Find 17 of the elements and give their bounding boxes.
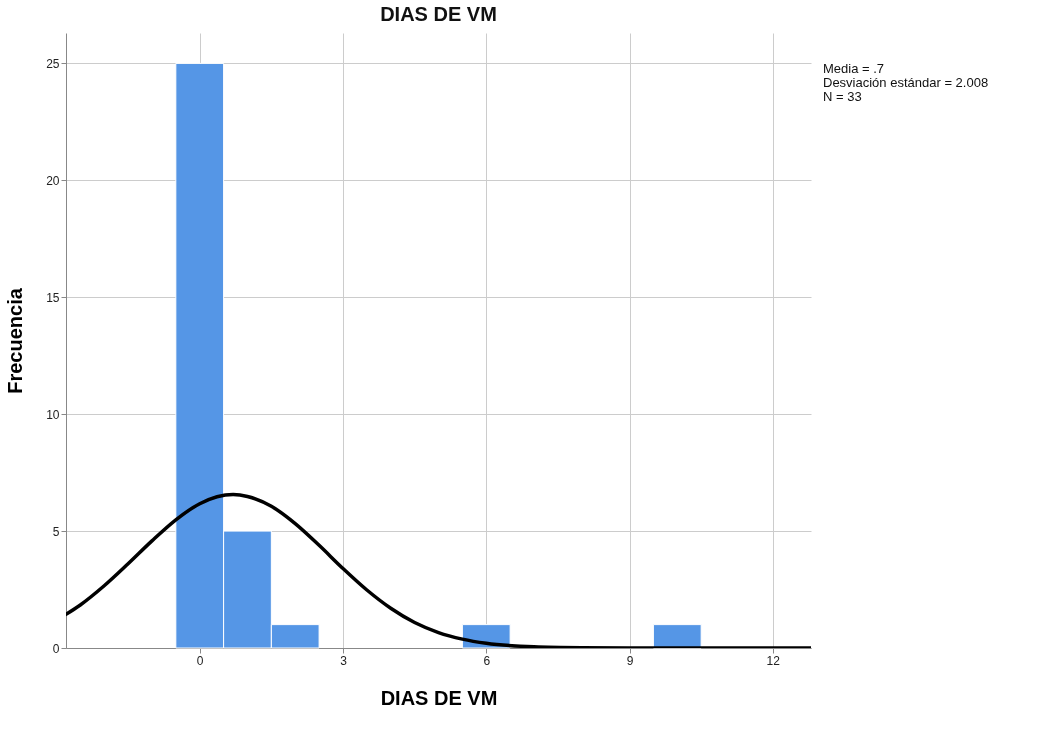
x-axis-title: DIAS DE VM (380, 686, 498, 709)
y-tick-label: 0 (52, 641, 60, 656)
y-tick-label: 15 (46, 290, 60, 305)
y-tick-label: 20 (46, 173, 60, 188)
text: Media = .7 (823, 61, 885, 76)
x-tick-label: 3 (340, 653, 348, 668)
y-tick-label: 10 (46, 407, 60, 422)
y-tick-label: 5 (52, 524, 60, 539)
x-tick-label: 0 (196, 653, 204, 668)
y-tick-label: 25 (46, 56, 60, 71)
x-tick-label: 12 (766, 653, 781, 668)
y-axis-title: Frecuencia (4, 287, 27, 394)
text: Desviación estándar = 2.008 (823, 75, 989, 90)
x-tick-label: 6 (483, 653, 491, 668)
x-tick-label: 9 (626, 653, 634, 668)
chart-title: DIAS DE VM (380, 3, 497, 25)
text: N = 33 (823, 89, 862, 104)
